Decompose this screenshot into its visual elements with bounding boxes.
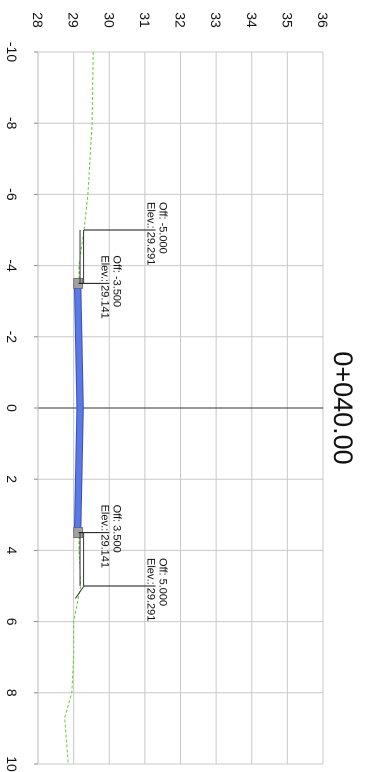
y-tick-label: 33: [208, 12, 224, 28]
station-title: 0+040.00: [328, 351, 358, 464]
y-tick-label: 34: [244, 12, 260, 28]
annotation-offset-label: Off: -3.500: [110, 255, 122, 307]
annotation-elev-label: Elev.: 29.291: [145, 558, 157, 621]
x-tick-label: 10: [4, 756, 20, 772]
x-tick-label: 4: [4, 547, 20, 555]
x-tick-label: 8: [4, 689, 20, 697]
y-tick-label: 35: [279, 12, 295, 28]
y-tick-label: 31: [137, 12, 153, 28]
y-tick-label: 29: [66, 12, 82, 28]
annotation-offset-label: Off: 5.000: [157, 558, 169, 606]
tick-labels: 28 29 30 31 32 33 34 35 36 -10 -8 -6 -4 -2 0 2 4 6 8 10: [4, 12, 331, 772]
series-layer: [64, 51, 94, 765]
annotation-elev-label: Elev.: 29.291: [145, 202, 157, 265]
slope-mark: [74, 585, 85, 599]
x-tick-label: 2: [4, 475, 20, 483]
x-tick-label: -6: [4, 188, 20, 201]
x-tick-label: 6: [4, 618, 20, 626]
annotation-elev-label: Elev.: 29.141: [98, 255, 110, 318]
annotation-elev-label: Elev.: 29.141: [98, 505, 110, 568]
axes: [34, 51, 323, 765]
x-tick-label: 0: [4, 404, 20, 412]
annotation-offset-label: Off: 3.500: [110, 505, 122, 553]
y-tick-label: 28: [30, 12, 46, 28]
x-tick-label: -8: [4, 117, 20, 130]
x-tick-label: -2: [4, 331, 20, 344]
annotation-offset-label: Off: -5.000: [157, 202, 169, 254]
y-tick-label: 32: [173, 12, 189, 28]
x-tick-label: -4: [4, 259, 20, 272]
x-tick-label: -10: [4, 42, 20, 62]
y-tick-label: 36: [315, 12, 331, 28]
y-tick-label: 30: [101, 12, 117, 28]
